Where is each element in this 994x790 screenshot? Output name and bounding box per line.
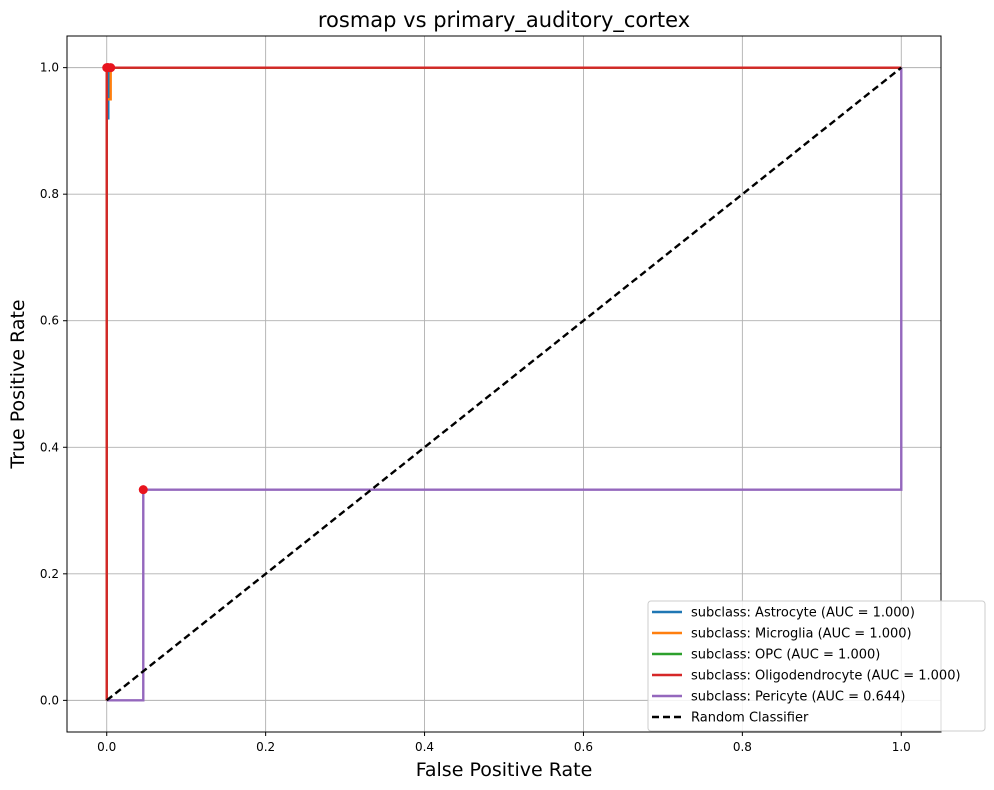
y-tick-label: 0.0 [40,693,59,707]
legend-entry-label: subclass: Microglia (AUC = 1.000) [691,627,912,642]
y-tick-label: 0.4 [40,440,59,454]
plot-frame [66,35,942,733]
legend-box [647,600,986,732]
legend-entry-label: subclass: Oligodendrocyte (AUC = 1.000) [691,669,961,684]
legend-entry-label: subclass: Pericyte (AUC = 0.644) [691,690,905,705]
y-axis-ticks: 0.0 0.2 0.4 0.6 0.8 1.0 [40,61,67,707]
x-axis-title: False Positive Rate [416,759,593,781]
y-axis-title: True Positive Rate [7,299,29,469]
random-classifier-line [105,66,903,702]
legend-entry-label: subclass: OPC (AUC = 1.000) [691,648,880,663]
y-tick-label: 0.2 [40,567,59,581]
legend-entry-label: Random Classifier [691,711,809,726]
legend: subclass: Astrocyte (AUC = 1.000) subclas… [647,600,986,732]
x-tick-label: 0.0 [97,740,116,754]
optimal-point-marker [103,63,113,73]
y-tick-label: 0.6 [40,314,59,328]
x-tick-label: 1.0 [892,740,911,754]
x-tick-label: 0.4 [415,740,434,754]
chart-title: rosmap vs primary_auditory_cortex [318,8,690,33]
y-tick-label: 1.0 [40,61,59,75]
x-tick-label: 0.2 [256,740,275,754]
optimal-point-marker [138,485,148,495]
x-axis-ticks: 0.0 0.2 0.4 0.6 0.8 1.0 [97,732,911,754]
optimal-point-markers [102,63,148,495]
y-tick-label: 0.8 [40,187,59,201]
x-tick-label: 0.8 [733,740,752,754]
x-tick-label: 0.6 [574,740,593,754]
legend-entry-label: subclass: Astrocyte (AUC = 1.000) [691,606,915,621]
